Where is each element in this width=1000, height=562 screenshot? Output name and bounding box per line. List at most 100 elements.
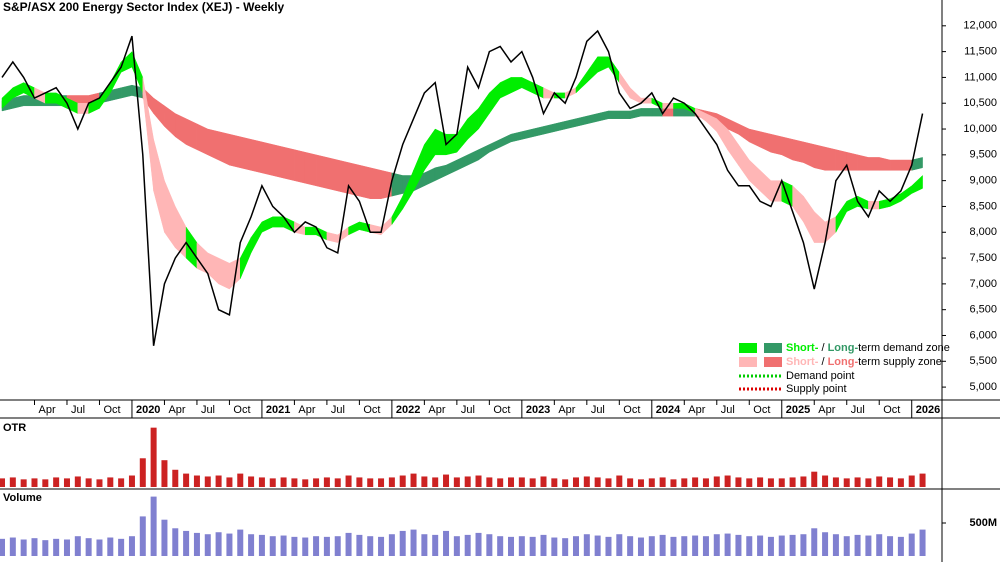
volume-bar [811, 528, 818, 556]
volume-bar [432, 534, 439, 556]
volume-bar [107, 537, 114, 556]
volume-bar [128, 536, 135, 556]
otr-bar [767, 478, 774, 487]
legend-text: Short- [786, 342, 819, 354]
x-tick-label: 2020 [136, 404, 160, 416]
volume-bar [443, 530, 450, 556]
volume-bar [410, 529, 417, 556]
otr-bar [583, 476, 590, 487]
volume-bar [31, 538, 38, 556]
volume-bar [735, 534, 742, 556]
legend-label: Demand point [786, 370, 855, 382]
zone-segment [185, 118, 198, 151]
otr-bar [508, 477, 515, 487]
otr-bar [204, 476, 211, 487]
otr-bar [648, 478, 655, 487]
volume-bar [540, 534, 547, 556]
zone-segment [348, 162, 360, 197]
zone-segment [45, 92, 57, 104]
otr-bar [616, 475, 623, 487]
volume-bar [269, 536, 276, 556]
otr-bar [908, 475, 915, 487]
volume-bar [475, 532, 482, 556]
volume-bar [616, 534, 623, 556]
zone-segment [337, 159, 349, 194]
x-tick-label: Jul [201, 404, 215, 416]
x-tick-label: Apr [428, 404, 445, 416]
panel-label: OTR [3, 422, 26, 434]
otr-bar [356, 477, 363, 487]
otr-bar [161, 460, 168, 487]
otr-bar [757, 477, 764, 487]
legend-swatch [764, 343, 782, 353]
volume-bar [226, 533, 233, 556]
otr-bar [887, 477, 894, 487]
volume-bar [378, 536, 385, 556]
volume-bar [486, 534, 493, 556]
otr-bar [42, 479, 49, 487]
price-line [1, 29, 924, 346]
otr-bar [302, 479, 309, 487]
otr-bar [486, 477, 493, 487]
y-tick-label: 8,500 [969, 200, 997, 212]
otr-bar [572, 477, 579, 487]
volume-bar [248, 534, 255, 556]
zone-segment [792, 139, 804, 163]
otr-bar [919, 473, 926, 487]
otr-bar [746, 478, 753, 487]
zone-segment [640, 108, 653, 117]
volume-bar [757, 535, 764, 556]
legend-swatch [764, 357, 782, 367]
legend-text: / [818, 356, 827, 368]
legend-swatch [739, 343, 757, 353]
zone-segment [250, 139, 263, 174]
volume-bar [746, 536, 753, 556]
volume-bar [193, 532, 200, 556]
otr-bar [63, 478, 70, 487]
volume-bar [63, 539, 70, 556]
otr-bar [107, 477, 114, 487]
zone-segment [445, 133, 458, 156]
zone-segment [261, 141, 273, 176]
zone-segment [673, 108, 685, 117]
x-tick-label: Oct [493, 404, 510, 416]
volume-bar [356, 534, 363, 556]
volume-bar [258, 534, 265, 556]
x-tick-label: Jul [591, 404, 605, 416]
legend-label: Supply point [786, 383, 847, 395]
volume-bar [118, 538, 125, 556]
volume-bar [887, 536, 894, 556]
otr-bar [410, 473, 417, 487]
zone-segment [673, 102, 685, 109]
otr-bar [96, 479, 103, 487]
otr-bar [562, 479, 569, 487]
volume-bar [789, 534, 796, 556]
volume-bar [508, 536, 515, 556]
zone-segment [218, 257, 230, 290]
otr-bar [193, 475, 200, 487]
zone-segment [889, 159, 902, 171]
zone-segment [846, 151, 858, 171]
y-tick-label: 11,500 [964, 46, 997, 58]
otr-bar [139, 458, 146, 487]
volume-bar [172, 528, 179, 556]
legend-text: Long- [828, 356, 859, 368]
otr-bar [800, 476, 807, 487]
zone-segment [240, 136, 252, 171]
otr-bar [724, 475, 731, 487]
otr-bar [345, 475, 352, 487]
y-tick-label: 8,000 [969, 226, 997, 238]
zone-segment [911, 174, 923, 194]
volume-bar [832, 534, 839, 556]
volume-bar [0, 538, 5, 556]
x-tick-label: Jul [851, 404, 865, 416]
legend-label: Short- / Long-term supply zone [786, 356, 942, 368]
otr-bar [269, 478, 276, 487]
volume-bar [648, 536, 655, 556]
y-tick-label: 6,500 [969, 304, 997, 316]
otr-bar [854, 477, 861, 487]
x-tick-label: Jul [461, 404, 475, 416]
otr-bar [876, 476, 883, 487]
volume-bar [204, 534, 211, 556]
